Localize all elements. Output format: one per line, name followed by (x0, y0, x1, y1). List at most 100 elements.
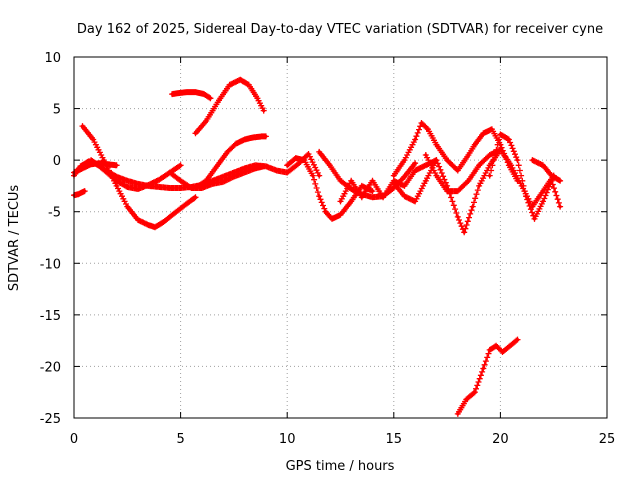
data-point (157, 185, 161, 189)
data-point (456, 168, 460, 173)
data-point (330, 217, 334, 221)
data-point (115, 163, 119, 167)
data-point (302, 158, 306, 162)
data-point (349, 199, 353, 203)
data-point (328, 163, 332, 167)
data-point (530, 158, 535, 162)
data-point (147, 183, 151, 187)
chart-title: Day 162 of 2025, Sidereal Day-to-day VTE… (77, 22, 603, 37)
data-point (488, 174, 492, 178)
data-point (473, 143, 477, 147)
data-point (481, 131, 485, 135)
data-point (294, 156, 298, 160)
data-point (370, 189, 375, 193)
data-point (494, 344, 498, 348)
data-point (370, 179, 375, 183)
data-point (274, 168, 279, 173)
data-point (170, 92, 174, 96)
data-point (477, 184, 481, 188)
data-point (234, 142, 238, 146)
data-point (225, 150, 230, 154)
y-tick-label: -15 (40, 309, 61, 324)
data-point (500, 350, 505, 354)
data-point (402, 175, 407, 179)
data-point (80, 166, 85, 170)
y-tick-label: 0 (53, 154, 61, 169)
data-point (488, 348, 492, 352)
y-tick-label: -25 (40, 412, 61, 427)
data-point (185, 90, 189, 94)
data-point (238, 78, 242, 82)
plot-frame (73, 56, 608, 419)
data-point (370, 195, 375, 199)
data-point (424, 163, 428, 167)
series-s10 (284, 155, 376, 222)
data-point (413, 168, 417, 173)
data-point (115, 184, 119, 188)
data-point (424, 179, 428, 183)
data-point (285, 170, 289, 175)
x-tick-labels: 0 5 10 15 20 25 (70, 432, 615, 447)
data-point (541, 199, 545, 203)
data-point (413, 199, 417, 203)
data-point (102, 158, 106, 162)
data-point (532, 217, 537, 221)
data-point (515, 338, 520, 342)
data-point (507, 345, 511, 349)
x-tick-label: 0 (70, 432, 78, 447)
series-s9 (192, 76, 267, 137)
data-point (136, 218, 140, 222)
data-point (153, 225, 157, 229)
series-s18 (454, 336, 521, 417)
data-point (179, 163, 183, 167)
data-point (211, 182, 215, 186)
series-s3 (71, 188, 88, 199)
data-point (488, 153, 492, 157)
grid (74, 57, 607, 418)
data-point (550, 174, 554, 178)
data-point (473, 390, 477, 394)
data-point (179, 179, 183, 183)
data-point (147, 223, 151, 227)
data-point (247, 83, 251, 87)
data-point (464, 397, 468, 401)
data-point (115, 179, 119, 183)
data-point (541, 189, 545, 193)
data-point (204, 179, 208, 183)
data-point (193, 131, 198, 135)
data-point (507, 137, 511, 142)
data-point (515, 158, 520, 162)
data-point (509, 163, 513, 167)
data-point (285, 163, 289, 167)
data-point (419, 121, 424, 125)
y-tick-label: 10 (44, 51, 61, 66)
data-point (434, 143, 438, 147)
data-point (381, 195, 385, 199)
data-point (221, 175, 225, 179)
data-point (179, 186, 183, 190)
data-point (243, 137, 247, 142)
data-point (125, 185, 129, 189)
data-point (360, 195, 364, 199)
data-point (550, 179, 554, 183)
data-point (434, 158, 438, 162)
data-point (168, 186, 172, 190)
data-point (392, 174, 396, 178)
data-point (456, 215, 460, 219)
data-point (260, 134, 264, 138)
data-point (477, 163, 481, 167)
data-point (262, 109, 266, 113)
data-point (338, 179, 343, 183)
data-point (402, 194, 407, 198)
data-point (317, 174, 321, 178)
data-point (189, 186, 193, 190)
data-point (317, 194, 321, 198)
data-point (202, 92, 206, 96)
data-point (424, 153, 428, 157)
data-point (349, 179, 353, 183)
data-point (168, 170, 172, 175)
data-point (317, 150, 321, 154)
y-tick-labels: -25 -20 -15 -10 -5 0 5 10 (40, 51, 61, 427)
data-point (360, 184, 364, 188)
